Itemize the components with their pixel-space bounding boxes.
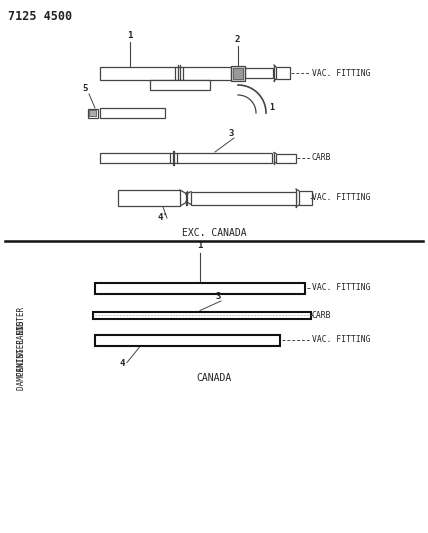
Bar (93, 311, 311, 319)
Bar (177, 153, 272, 163)
Text: 1: 1 (197, 241, 202, 251)
Bar (95, 335, 280, 345)
Bar (88, 109, 98, 117)
Text: CARB: CARB (312, 154, 332, 163)
Bar (299, 191, 312, 205)
Text: VAC. FITTING: VAC. FITTING (312, 193, 371, 203)
Bar (89, 110, 96, 116)
Bar (100, 153, 170, 163)
Bar (150, 80, 210, 90)
Text: DAMPENING CANISTER: DAMPENING CANISTER (18, 306, 27, 390)
Bar (118, 190, 180, 206)
Text: EXC. CANADA: EXC. CANADA (182, 228, 246, 238)
Text: CANADA: CANADA (196, 373, 232, 383)
Bar (183, 67, 231, 79)
Text: 5: 5 (82, 84, 87, 93)
Text: CARB: CARB (312, 311, 332, 319)
Bar (100, 108, 165, 118)
Text: 1: 1 (127, 30, 132, 39)
Text: 1: 1 (269, 103, 274, 112)
Text: VAC. FITTING: VAC. FITTING (312, 69, 371, 77)
Bar (231, 66, 245, 80)
Text: VAC. FITTING: VAC. FITTING (312, 335, 371, 344)
Text: 3: 3 (228, 129, 233, 138)
Text: VAC. FITTING: VAC. FITTING (312, 284, 371, 293)
Bar (191, 191, 296, 205)
Text: 7125 4500: 7125 4500 (8, 10, 72, 23)
Text: 4': 4' (158, 213, 169, 222)
Bar (100, 67, 175, 79)
Bar (233, 68, 243, 78)
Bar (245, 68, 273, 78)
Bar (276, 154, 296, 163)
Text: 3: 3 (215, 292, 220, 301)
Text: 2: 2 (235, 35, 241, 44)
Text: CANISTER END: CANISTER END (18, 320, 27, 376)
Text: 4: 4 (120, 359, 125, 367)
Bar (276, 67, 290, 79)
Bar (95, 282, 305, 294)
